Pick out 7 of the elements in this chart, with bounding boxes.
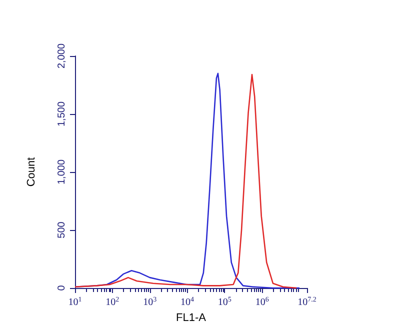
y-tick-label: 500	[56, 221, 68, 238]
y-tick-label: 2,000	[56, 43, 68, 69]
y-axis-title: Count	[26, 157, 38, 187]
y-tick-label: 0	[56, 284, 68, 291]
y-tick-label: 1,000	[56, 159, 68, 185]
y-tick-label: 1,500	[56, 101, 68, 127]
x-axis-title: FL1-A	[176, 312, 207, 324]
